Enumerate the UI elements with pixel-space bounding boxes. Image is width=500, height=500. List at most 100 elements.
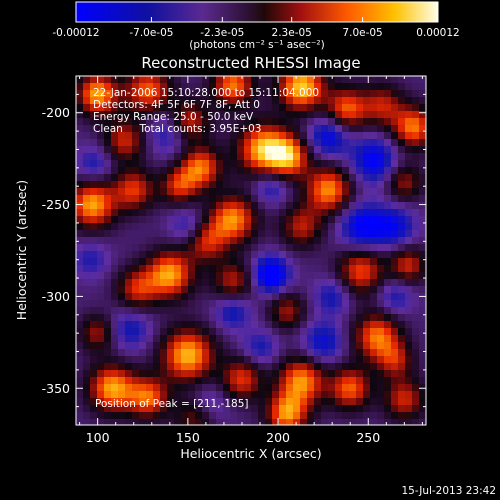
heatmap-cell: [195, 160, 203, 168]
heatmap-cell: [307, 405, 315, 413]
heatmap-cell: [377, 160, 385, 168]
heatmap-cell: [251, 258, 259, 266]
heatmap-cell: [370, 237, 378, 245]
heatmap-cell: [384, 230, 392, 238]
heatmap-cell: [76, 349, 84, 357]
heatmap-cell: [251, 111, 259, 119]
heatmap-cell: [300, 230, 308, 238]
heatmap-cell: [223, 244, 231, 252]
heatmap-cell: [223, 307, 231, 315]
heatmap-cell: [167, 76, 175, 84]
heatmap-cell: [321, 314, 329, 322]
heatmap-cell: [139, 83, 147, 91]
heatmap-cell: [251, 384, 259, 392]
heatmap-cell: [223, 398, 231, 406]
heatmap-cell: [363, 216, 371, 224]
heatmap-cell: [356, 356, 364, 364]
heatmap-cell: [349, 230, 357, 238]
heatmap-cell: [146, 279, 154, 287]
heatmap-cell: [223, 76, 231, 84]
heatmap-cell: [265, 265, 273, 273]
heatmap-cell: [83, 104, 91, 112]
heatmap-cell: [118, 377, 126, 385]
heatmap-cell: [314, 216, 322, 224]
heatmap-cell: [384, 300, 392, 308]
heatmap-cell: [160, 321, 168, 329]
heatmap-cell: [104, 405, 112, 413]
heatmap-cell: [307, 97, 315, 105]
heatmap-cell: [188, 321, 196, 329]
heatmap-cell: [384, 342, 392, 350]
heatmap-cell: [349, 342, 357, 350]
heatmap-cell: [370, 83, 378, 91]
heatmap-cell: [405, 146, 413, 154]
heatmap-cell: [97, 342, 105, 350]
heatmap-cell: [181, 293, 189, 301]
heatmap-cell: [314, 321, 322, 329]
heatmap-cell: [307, 398, 315, 406]
heatmap-cell: [356, 76, 364, 84]
heatmap-cell: [300, 146, 308, 154]
heatmap-cell: [111, 132, 119, 140]
heatmap-cell: [377, 90, 385, 98]
heatmap-cell: [174, 160, 182, 168]
heatmap-cell: [160, 188, 168, 196]
heatmap-cell: [160, 307, 168, 315]
heatmap-cell: [398, 251, 406, 259]
heatmap-cell: [272, 118, 280, 126]
heatmap-cell: [244, 216, 252, 224]
heatmap-cell: [349, 167, 357, 175]
heatmap-cell: [244, 328, 252, 336]
heatmap-image: [76, 76, 426, 425]
heatmap-cell: [398, 174, 406, 182]
heatmap-cell: [363, 76, 371, 84]
heatmap-cell: [230, 244, 238, 252]
heatmap-cell: [146, 118, 154, 126]
heatmap-cell: [293, 104, 301, 112]
heatmap-cell: [321, 391, 329, 399]
heatmap-cell: [363, 307, 371, 315]
heatmap-cell: [419, 132, 426, 140]
heatmap-cell: [356, 146, 364, 154]
heatmap-cell: [412, 258, 420, 266]
heatmap-cell: [335, 132, 343, 140]
heatmap-cell: [412, 195, 420, 203]
heatmap-cell: [202, 293, 210, 301]
heatmap-cell: [223, 300, 231, 308]
heatmap-cell: [167, 202, 175, 210]
heatmap-cell: [237, 195, 245, 203]
heatmap-cell: [111, 370, 119, 378]
heatmap-cell: [160, 384, 168, 392]
heatmap-cell: [272, 342, 280, 350]
heatmap-cell: [202, 244, 210, 252]
heatmap-cell: [286, 251, 294, 259]
heatmap-cell: [90, 90, 98, 98]
heatmap-cell: [412, 349, 420, 357]
heatmap-cell: [195, 209, 203, 217]
heatmap-cell: [111, 202, 119, 210]
heatmap-cell: [251, 412, 259, 420]
heatmap-cell: [125, 279, 133, 287]
heatmap-cell: [370, 160, 378, 168]
heatmap-cell: [139, 181, 147, 189]
heatmap-cell: [76, 160, 84, 168]
heatmap-cell: [356, 153, 364, 161]
heatmap-cell: [300, 181, 308, 189]
heatmap-cell: [412, 279, 420, 287]
heatmap-cell: [97, 328, 105, 336]
heatmap-cell: [90, 286, 98, 294]
heatmap-cell: [251, 83, 259, 91]
heatmap-cell: [356, 160, 364, 168]
heatmap-cell: [293, 97, 301, 105]
heatmap-cell: [76, 370, 84, 378]
heatmap-cell: [293, 230, 301, 238]
heatmap-cell: [209, 132, 217, 140]
heatmap-cell: [258, 258, 266, 266]
heatmap-cell: [293, 272, 301, 280]
heatmap-cell: [216, 174, 224, 182]
heatmap-cell: [265, 160, 273, 168]
heatmap-cell: [202, 300, 210, 308]
heatmap-cell: [139, 202, 147, 210]
heatmap-cell: [188, 363, 196, 371]
heatmap-cell: [293, 132, 301, 140]
